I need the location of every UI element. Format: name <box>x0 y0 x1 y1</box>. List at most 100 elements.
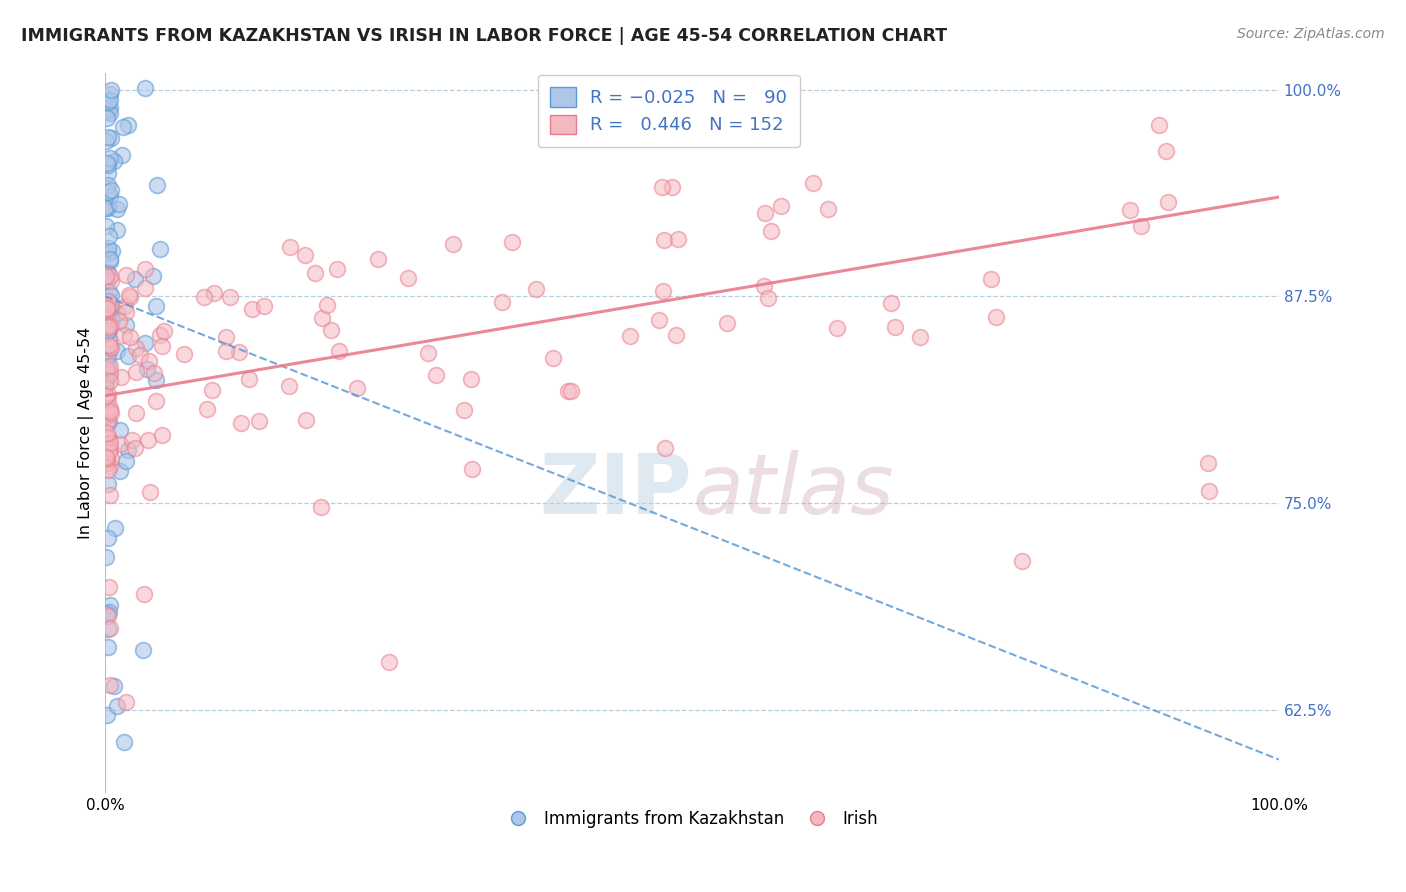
Point <box>461 462 484 476</box>
Point <box>98 415 121 429</box>
Point <box>98 359 121 373</box>
Point <box>142 268 165 283</box>
Point <box>769 199 792 213</box>
Point <box>108 423 131 437</box>
Point <box>108 437 131 451</box>
Point <box>108 464 131 478</box>
Point <box>94 219 117 234</box>
Point <box>124 441 146 455</box>
Point <box>94 379 117 393</box>
Point <box>654 441 676 455</box>
Point <box>367 252 389 266</box>
Point <box>125 365 148 379</box>
Point <box>294 248 316 262</box>
Point <box>96 456 118 470</box>
Point <box>96 417 118 431</box>
Point <box>96 301 118 315</box>
Point <box>980 272 1002 286</box>
Point <box>96 405 118 419</box>
Point <box>98 254 121 268</box>
Point <box>97 178 120 192</box>
Point <box>98 367 121 381</box>
Point <box>97 531 120 545</box>
Point <box>98 436 121 450</box>
Point <box>94 360 117 375</box>
Point <box>98 598 121 612</box>
Point <box>97 246 120 260</box>
Point <box>98 488 121 502</box>
Point <box>100 310 122 325</box>
Point <box>98 374 121 388</box>
Point <box>97 622 120 636</box>
Point <box>229 416 252 430</box>
Point <box>152 339 174 353</box>
Text: atlas: atlas <box>692 450 894 531</box>
Point <box>214 329 236 343</box>
Point <box>97 130 120 145</box>
Point <box>98 188 121 202</box>
Point <box>94 326 117 340</box>
Point <box>98 678 121 692</box>
Point <box>1157 194 1180 209</box>
Point <box>94 268 117 283</box>
Point <box>149 242 172 256</box>
Point <box>117 118 139 132</box>
Point <box>100 406 122 420</box>
Point <box>879 296 901 310</box>
Point <box>377 655 399 669</box>
Point <box>97 332 120 346</box>
Point <box>149 328 172 343</box>
Point <box>96 301 118 316</box>
Point <box>96 185 118 199</box>
Point <box>759 224 782 238</box>
Point <box>647 312 669 326</box>
Point <box>96 453 118 467</box>
Point <box>96 274 118 288</box>
Point <box>98 101 121 115</box>
Point <box>541 351 564 366</box>
Point <box>654 233 676 247</box>
Point <box>98 445 121 459</box>
Point <box>97 606 120 620</box>
Point <box>1119 202 1142 217</box>
Point <box>112 735 135 749</box>
Point <box>97 322 120 336</box>
Point <box>1154 144 1177 158</box>
Point <box>97 462 120 476</box>
Point <box>111 148 134 162</box>
Point <box>560 384 582 398</box>
Point <box>100 403 122 417</box>
Point <box>1011 554 1033 568</box>
Point <box>752 279 775 293</box>
Point <box>103 153 125 168</box>
Point <box>326 262 349 277</box>
Point <box>98 341 121 355</box>
Point <box>754 206 776 220</box>
Point <box>94 549 117 564</box>
Point <box>396 271 419 285</box>
Point <box>97 229 120 244</box>
Point <box>100 297 122 311</box>
Point <box>98 285 121 299</box>
Point <box>97 293 120 308</box>
Point <box>117 349 139 363</box>
Point <box>94 389 117 403</box>
Point <box>97 609 120 624</box>
Point <box>316 298 339 312</box>
Point <box>346 381 368 395</box>
Point <box>96 311 118 326</box>
Point <box>115 318 138 333</box>
Point <box>202 286 225 301</box>
Point <box>97 166 120 180</box>
Point <box>145 393 167 408</box>
Point <box>98 401 121 416</box>
Point <box>97 348 120 362</box>
Point <box>557 384 579 398</box>
Point <box>145 373 167 387</box>
Point <box>97 308 120 322</box>
Point <box>193 290 215 304</box>
Point <box>97 103 120 118</box>
Point <box>311 310 333 325</box>
Point <box>134 81 156 95</box>
Point <box>96 607 118 622</box>
